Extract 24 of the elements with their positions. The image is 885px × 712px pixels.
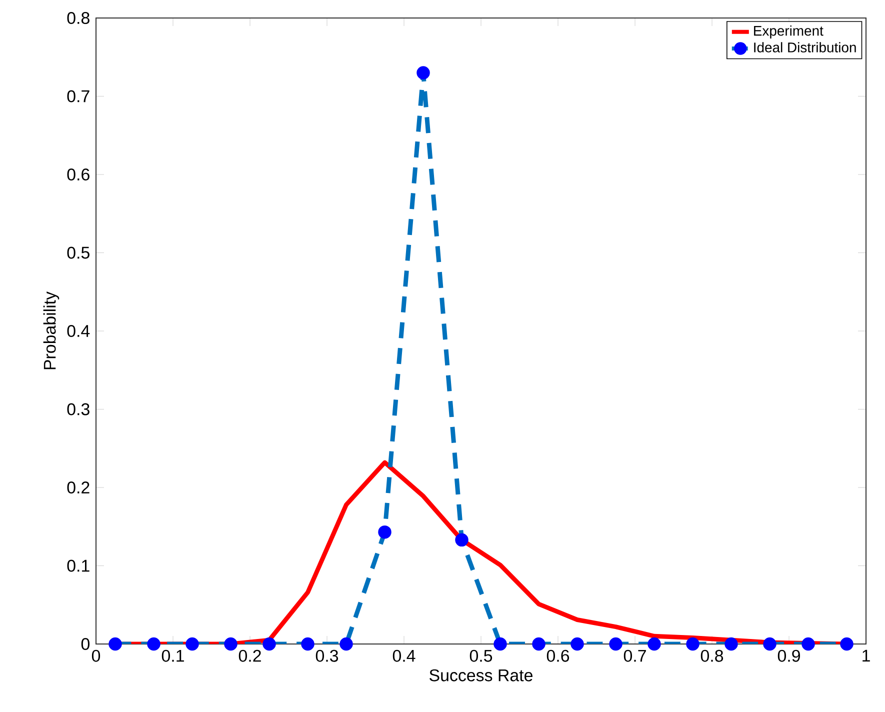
y-tick-label: 0.4 (67, 325, 90, 337)
y-tick-label: 0.2 (67, 482, 90, 494)
y-tick-label: 0.5 (67, 246, 90, 259)
x-tick-label: 0.6 (546, 650, 570, 662)
x-tick-label: 0.2 (238, 650, 261, 662)
legend-label: Experiment (754, 26, 824, 39)
y-tick-label: 0.7 (67, 90, 90, 102)
x-tick-label: 0.8 (700, 650, 724, 662)
y-axis-title: Probability (43, 292, 60, 370)
x-tick-label: 0.7 (624, 650, 646, 662)
y-tick-label: 0.6 (67, 168, 90, 180)
y-tick-label: 0 (81, 638, 90, 650)
x-tick-label: 0 (92, 650, 100, 662)
x-tick-label: 0.9 (778, 650, 800, 662)
legend-label: Ideal Distribution (754, 42, 856, 52)
y-tick-label: 0.3 (67, 403, 90, 416)
x-tick-label: 0.3 (316, 650, 338, 662)
x-tick-label: 1 (862, 650, 870, 662)
x-tick-label: 0.1 (162, 650, 184, 662)
y-tick-label: 0.8 (67, 12, 90, 24)
x-tick-label: 0.4 (392, 650, 416, 662)
y-tick-label: 0.1 (67, 560, 90, 572)
x-axis-title: Success Rate (430, 669, 532, 682)
x-tick-label: 0.5 (470, 650, 492, 662)
